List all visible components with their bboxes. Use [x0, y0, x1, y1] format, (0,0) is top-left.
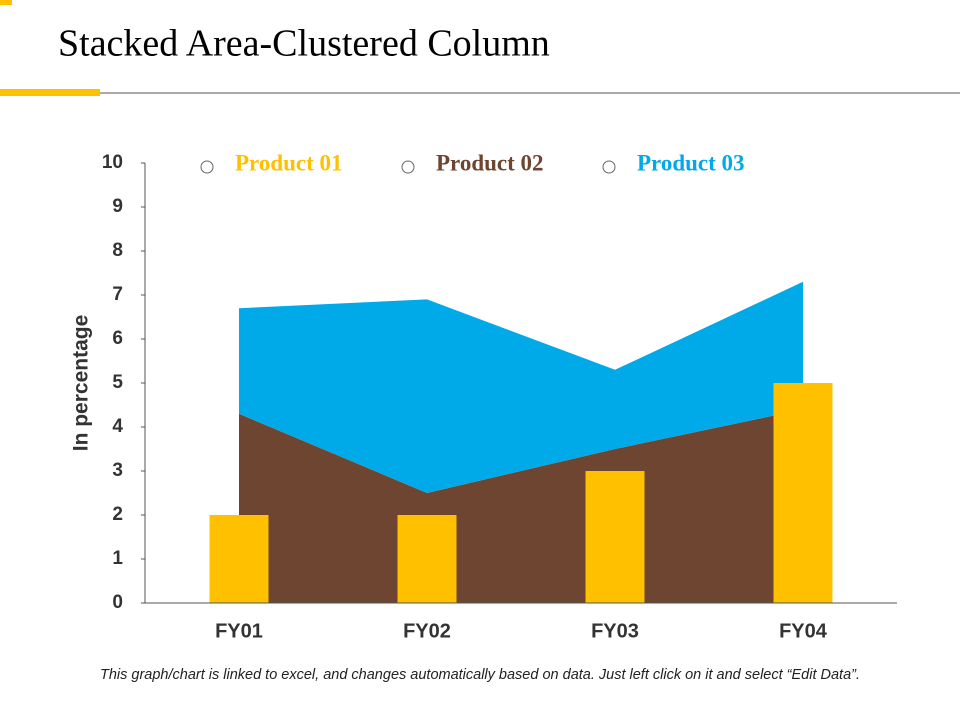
bar — [585, 471, 645, 603]
x-tick-label: FY02 — [403, 620, 451, 642]
y-tick-label: 7 — [112, 284, 123, 305]
footnote: This graph/chart is linked to excel, and… — [100, 667, 860, 683]
corner-accent — [0, 0, 12, 5]
x-tick-label: FY03 — [591, 620, 639, 642]
y-tick-label: 8 — [112, 240, 123, 261]
y-tick-label: 6 — [112, 328, 123, 349]
area — [239, 281, 803, 493]
bar — [773, 383, 833, 603]
y-tick-label: 4 — [112, 416, 123, 437]
y-tick-label: 2 — [112, 504, 123, 525]
bar — [209, 515, 269, 603]
slide-title: Stacked Area-Clustered Column — [58, 23, 550, 65]
y-tick-label: 5 — [112, 372, 123, 393]
x-tick-label: FY04 — [779, 620, 828, 642]
legend-label: Product 03 — [637, 150, 745, 175]
legend-label: Product 02 — [436, 150, 544, 175]
area — [239, 409, 803, 603]
legend-marker — [602, 160, 616, 174]
y-tick-label: 3 — [112, 460, 123, 481]
title-accent — [0, 89, 100, 96]
legend-marker — [401, 160, 415, 174]
y-axis-label: In percentage — [70, 315, 93, 452]
legend-label: Product 01 — [235, 150, 343, 175]
y-tick-label: 1 — [112, 548, 123, 569]
y-tick-label: 0 — [112, 592, 123, 613]
x-tick-label: FY01 — [215, 620, 263, 642]
bar — [397, 515, 457, 603]
y-tick-label: 10 — [102, 152, 123, 173]
legend-marker — [200, 160, 214, 174]
y-tick-label: 9 — [112, 196, 123, 217]
